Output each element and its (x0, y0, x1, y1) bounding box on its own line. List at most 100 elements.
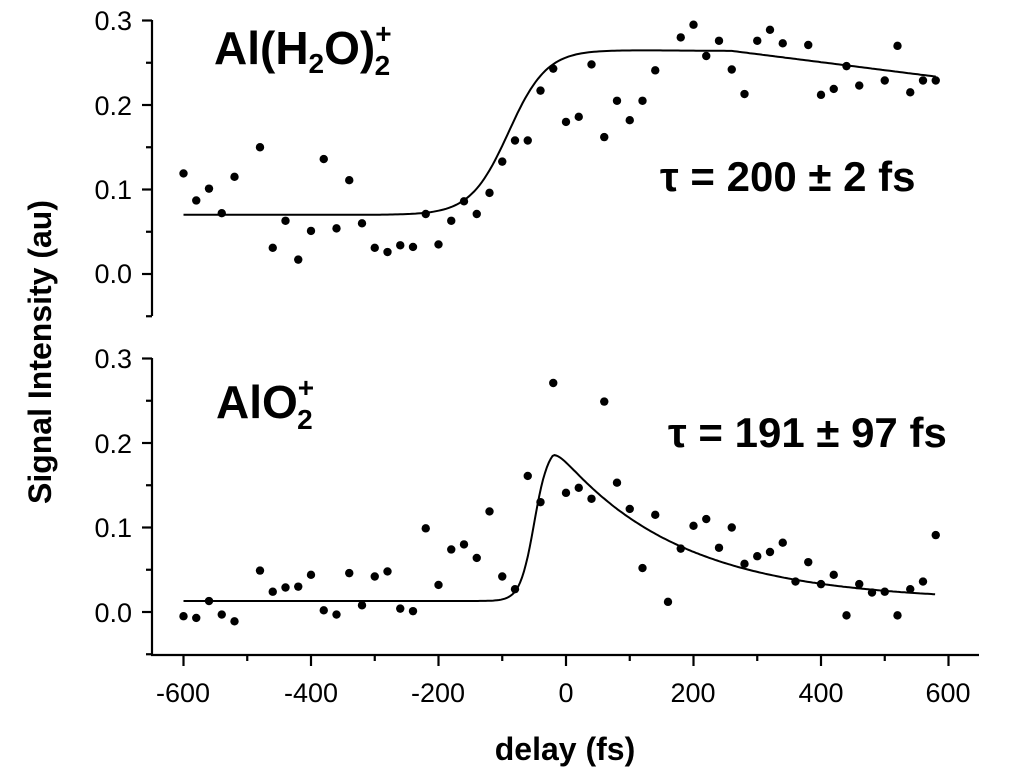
top-data-point (574, 112, 583, 122)
top-data-point (459, 197, 469, 206)
top-data-point (880, 76, 889, 85)
bottom-data-point (396, 604, 405, 613)
bottom-data-point (510, 584, 520, 594)
bottom-data-point (638, 563, 647, 573)
top-panel-label: Al(H2O)+ 2 (214, 18, 392, 81)
bottom-data-point (421, 524, 430, 533)
bottom-data-point (893, 611, 902, 620)
top-data-point (676, 33, 685, 42)
bottom-data-point (459, 540, 469, 549)
bottom-data-point (447, 545, 456, 554)
bottom-ytick-label: 0.3 (94, 344, 132, 374)
top-data-point (472, 209, 481, 219)
xtick-label: -600 (156, 678, 210, 708)
top-fit-curve (183, 49, 936, 216)
bottom-data-point (204, 596, 214, 606)
top-data-point (421, 209, 430, 219)
bottom-data-point (281, 583, 290, 592)
top-data-point (778, 39, 787, 48)
top-data-point (829, 84, 838, 94)
top-data-point (689, 20, 698, 29)
bottom-data-point (179, 612, 188, 621)
top-data-point (357, 219, 367, 228)
xtick-label: -400 (284, 678, 338, 708)
bottom-data-point (230, 617, 239, 626)
bottom-data-point (791, 577, 800, 586)
bottom-data-point (931, 530, 940, 540)
bottom-data-point (918, 577, 928, 586)
bottom-data-point (357, 601, 367, 610)
top-data-point (192, 196, 201, 205)
xtick-label: 200 (670, 678, 715, 708)
top-data-point (434, 240, 443, 249)
top-data-point (561, 117, 571, 127)
bottom-data-point (332, 610, 341, 619)
xtick-label: 0 (558, 678, 573, 708)
top-data-point (727, 65, 736, 74)
bottom-data-point (689, 521, 698, 531)
bottom-data-point (345, 568, 354, 578)
bottom-data-point (383, 567, 392, 576)
bottom-data-point (472, 553, 481, 563)
xtick-label: 600 (925, 678, 970, 708)
top-data-point (383, 247, 392, 257)
x-axis-title: delay (fs) (495, 731, 635, 767)
bottom-ytick-label: 0.0 (94, 598, 132, 628)
top-data-point (217, 208, 226, 218)
top-data-point (510, 136, 520, 145)
bottom-data-point (574, 483, 583, 492)
top-data-point (485, 188, 494, 198)
top-ytick-label: 0.1 (94, 175, 132, 205)
bottom-data-point (804, 557, 813, 567)
top-data-point (281, 216, 290, 225)
bottom-data-point (294, 582, 303, 591)
top-data-point (651, 66, 660, 75)
top-data-point (523, 136, 532, 145)
bottom-data-point (880, 587, 889, 596)
top-data-point (931, 76, 940, 85)
top-data-point (612, 96, 622, 105)
bottom-data-point (587, 494, 596, 503)
top-data-point (179, 169, 188, 178)
bottom-data-point (855, 579, 864, 589)
bottom-data-point (867, 588, 877, 597)
bottom-data-point (600, 397, 609, 406)
bottom-data-point (651, 510, 660, 520)
bottom-data-point (523, 471, 532, 481)
bottom-data-point (561, 488, 571, 498)
bottom-data-point (370, 572, 379, 581)
top-data-point (765, 25, 775, 34)
bottom-data-point (740, 559, 749, 569)
top-data-point (906, 88, 915, 97)
bottom-data-point (306, 570, 316, 580)
xtick-label: -200 (411, 678, 465, 708)
bottom-ytick-label: 0.2 (94, 429, 132, 459)
top-data-point (714, 36, 724, 45)
top-ytick-label: 0.3 (94, 6, 132, 36)
bottom-data-point (625, 504, 634, 514)
bottom-data-point (217, 610, 226, 619)
top-data-point (306, 226, 316, 236)
top-data-point (816, 90, 826, 100)
top-data-point (753, 36, 762, 45)
bottom-data-point (549, 378, 558, 388)
bottom-data-point (408, 606, 418, 616)
top-tau-annotation: τ = 200 ± 2 fs (660, 153, 915, 200)
top-data-point (842, 61, 851, 71)
top-data-point (893, 41, 902, 51)
axis-ticks (142, 19, 950, 666)
bottom-data-point (676, 544, 685, 553)
bottom-data-point (906, 584, 915, 594)
top-data-point (294, 255, 303, 264)
bottom-fit-curve (183, 454, 936, 602)
top-ytick-label: 0.0 (94, 259, 132, 289)
bottom-data-point (714, 543, 724, 552)
top-data-point (345, 176, 354, 185)
top-data-point (332, 224, 341, 233)
bottom-ytick-label: 0.1 (94, 513, 132, 543)
bottom-data-point (753, 552, 762, 561)
top-data-point (638, 96, 647, 105)
top-data-point (804, 40, 813, 50)
top-data-point (370, 243, 379, 253)
bottom-data-point (319, 606, 328, 615)
